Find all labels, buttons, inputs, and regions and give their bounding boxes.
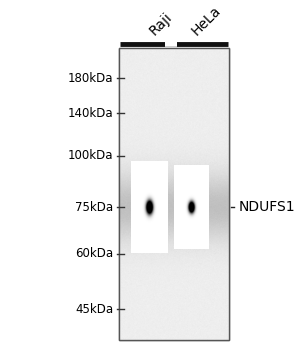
- Text: 180kDa: 180kDa: [68, 72, 113, 85]
- Text: 75kDa: 75kDa: [75, 201, 113, 214]
- Bar: [119, 48, 229, 340]
- Text: HeLa: HeLa: [189, 3, 223, 38]
- Text: 45kDa: 45kDa: [75, 303, 113, 316]
- Text: 60kDa: 60kDa: [75, 247, 113, 260]
- Bar: [119, 48, 229, 340]
- Text: NDUFS1: NDUFS1: [239, 200, 295, 214]
- Text: 140kDa: 140kDa: [67, 107, 113, 120]
- Text: Raji: Raji: [147, 9, 175, 38]
- Text: 100kDa: 100kDa: [68, 149, 113, 162]
